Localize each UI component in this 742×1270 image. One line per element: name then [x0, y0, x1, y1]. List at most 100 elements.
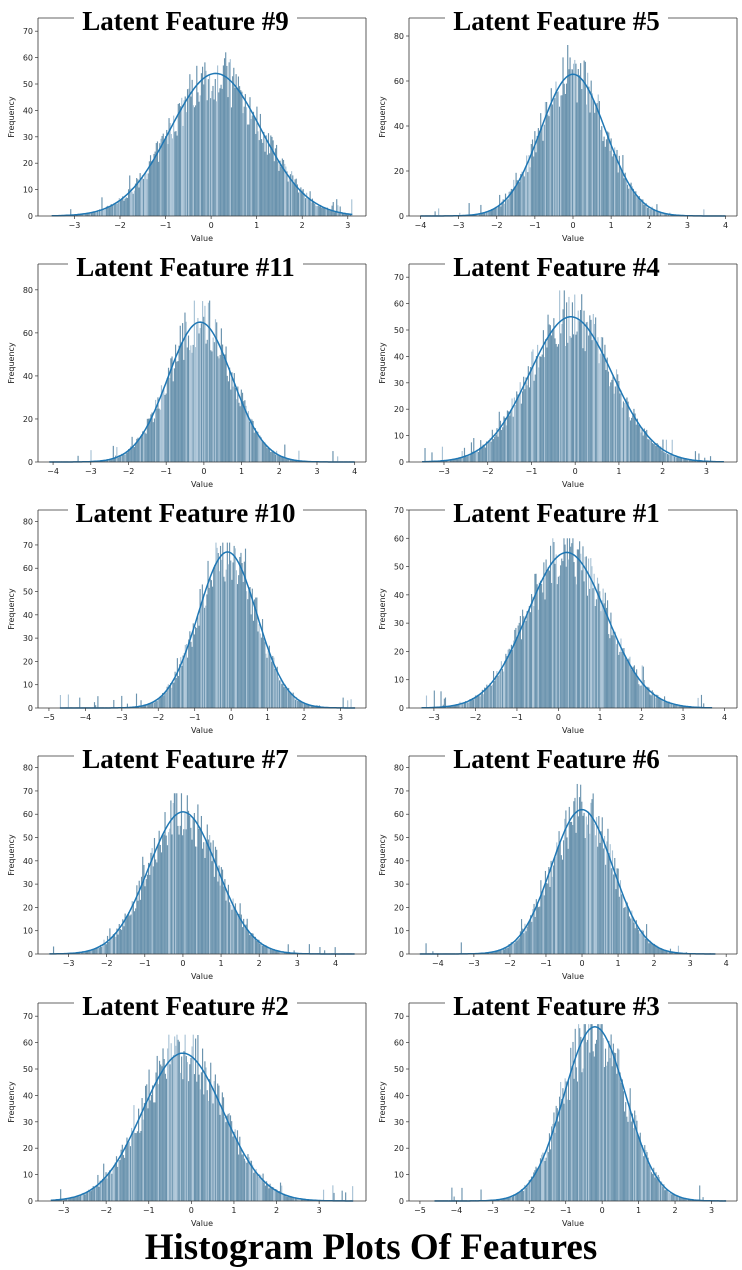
histogram-bar: [213, 1081, 215, 1201]
histogram-bar: [481, 213, 483, 216]
histogram-bar: [245, 107, 248, 216]
x-tick-label: 3: [709, 1206, 714, 1215]
y-tick-label: 50: [23, 1065, 33, 1074]
histogram-bar: [240, 90, 242, 216]
histogram-bar: [70, 209, 72, 216]
histogram-bar: [344, 213, 346, 216]
histogram-bar: [490, 441, 492, 462]
histogram-bar: [533, 606, 535, 708]
histogram-bar: [226, 891, 228, 954]
histogram-bar: [559, 290, 561, 462]
histogram-bar: [89, 950, 91, 954]
histogram-bar: [594, 835, 597, 954]
histogram-bar: [653, 443, 655, 462]
histogram-bar: [227, 564, 230, 708]
y-axis-label: Frequency: [7, 342, 16, 384]
histogram-bar: [133, 447, 136, 462]
histogram-bar: [269, 153, 271, 216]
histogram-bar: [519, 1190, 521, 1201]
histogram-bar: [159, 844, 161, 954]
histogram-bar: [653, 1167, 655, 1201]
histogram-bar: [663, 1184, 665, 1201]
histogram-bar: [590, 558, 592, 708]
x-tick-label: −3: [58, 1206, 70, 1215]
histogram-bar: [89, 212, 91, 216]
histogram-bar: [648, 1165, 650, 1201]
y-tick-label: 10: [23, 681, 33, 690]
histogram-bar: [180, 342, 183, 462]
histogram-bar: [350, 214, 352, 216]
histogram-bar: [243, 1158, 246, 1201]
histogram-bar: [564, 818, 566, 954]
histogram-bar: [515, 941, 517, 954]
y-tick-label: 30: [394, 880, 404, 889]
histogram-bar: [204, 857, 206, 954]
histogram-bar: [697, 697, 699, 708]
histogram-bar: [619, 651, 621, 708]
y-tick-label: 40: [23, 857, 33, 866]
histogram-bar: [83, 1193, 85, 1201]
x-tick-label: −2: [523, 1206, 535, 1215]
histogram-bar: [278, 455, 280, 462]
histogram-bar: [279, 160, 281, 216]
histogram-bar: [476, 695, 478, 708]
histogram-bar: [569, 538, 571, 708]
histogram-bar: [208, 1079, 211, 1201]
histogram-bar: [543, 124, 545, 216]
histogram-bar: [132, 901, 134, 954]
histogram-bar: [599, 353, 601, 462]
histogram-bar: [657, 695, 659, 708]
histogram-bar: [475, 695, 477, 708]
histogram-bar: [570, 546, 572, 708]
histogram-bar: [252, 933, 254, 954]
histogram-bar: [104, 1179, 106, 1201]
histogram-bar: [500, 206, 502, 216]
histogram-bar: [122, 454, 124, 462]
histogram-bar: [618, 896, 620, 954]
histogram-bar: [661, 950, 664, 954]
histogram-bar: [174, 671, 176, 708]
histogram-bar: [293, 950, 295, 954]
histogram-bar: [501, 430, 503, 462]
histogram-bar: [592, 588, 594, 708]
histogram-bar: [548, 570, 551, 708]
histogram-bar: [478, 695, 480, 708]
histogram-bar: [227, 97, 229, 216]
histogram-bar: [473, 214, 475, 216]
histogram-bar: [536, 584, 538, 708]
histogram-bar: [571, 69, 573, 216]
histogram-bar: [617, 172, 619, 216]
histogram-bar: [260, 139, 263, 216]
histogram-bar: [579, 541, 581, 708]
histogram-bar: [74, 1196, 76, 1201]
histogram-bar: [58, 1199, 61, 1201]
histogram-bar: [637, 676, 639, 708]
histogram-bar: [636, 927, 639, 954]
histogram-bar: [261, 1178, 263, 1201]
histogram-bar: [218, 571, 220, 708]
histogram-bar: [148, 703, 150, 708]
histogram-bar: [177, 361, 179, 462]
histogram-bar: [592, 1051, 594, 1201]
histogram-bar: [643, 680, 646, 708]
histogram-bar: [156, 408, 158, 462]
histogram-bar: [660, 700, 662, 708]
histogram-bar: [299, 1198, 301, 1201]
histogram-bar: [562, 309, 564, 462]
histogram-bar: [501, 668, 504, 708]
histogram-bar: [621, 170, 623, 216]
histogram-bar: [238, 1154, 240, 1201]
histogram-bar: [597, 846, 599, 954]
histogram-bar: [527, 1184, 529, 1201]
histogram-bar: [286, 1196, 289, 1201]
histogram-bar: [655, 445, 657, 462]
histogram-bar: [659, 698, 661, 708]
histogram-bar: [258, 436, 260, 462]
histogram-bar: [293, 696, 295, 708]
x-tick-label: −3: [487, 1206, 499, 1215]
histogram-bar: [97, 1174, 99, 1201]
bars: [434, 1024, 727, 1201]
histogram-bar: [81, 1194, 83, 1201]
histogram-bar: [247, 599, 249, 708]
histogram-bar: [544, 599, 546, 708]
